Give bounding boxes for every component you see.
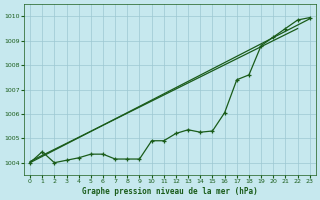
X-axis label: Graphe pression niveau de la mer (hPa): Graphe pression niveau de la mer (hPa) (82, 187, 258, 196)
